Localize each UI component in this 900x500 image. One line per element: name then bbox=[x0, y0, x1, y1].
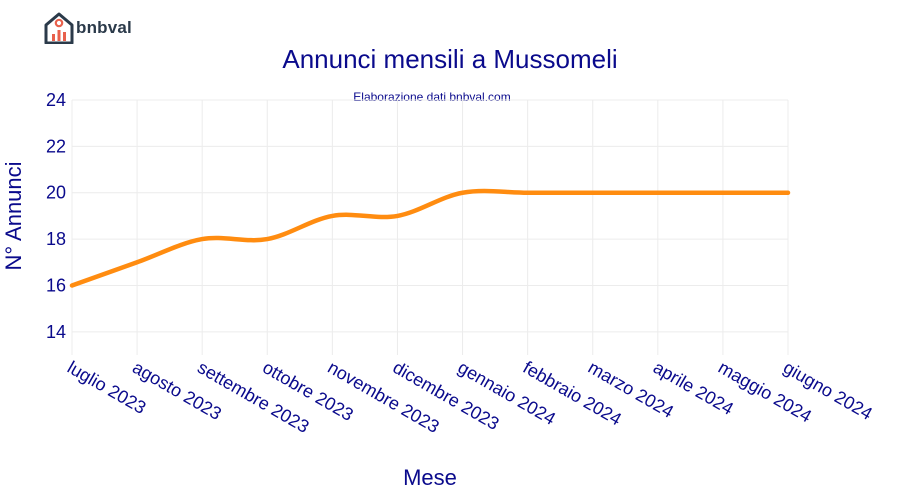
y-tick-label: 22 bbox=[46, 136, 66, 156]
y-tick-label: 16 bbox=[46, 275, 66, 295]
grid-lines bbox=[71, 99, 789, 355]
x-tick-label: novembre 2023 bbox=[324, 357, 442, 437]
brand-name: bnbval bbox=[76, 18, 132, 37]
house-chart-icon bbox=[44, 12, 74, 45]
y-tick-label: 24 bbox=[46, 90, 66, 110]
x-tick-label: settembre 2023 bbox=[194, 357, 312, 437]
y-tick-label: 18 bbox=[46, 229, 66, 249]
chart-title: Annunci mensili a Mussomeli bbox=[282, 44, 618, 74]
y-axis-title: N° Annunci bbox=[1, 161, 26, 270]
y-tick-label: 14 bbox=[46, 322, 66, 342]
y-tick-label: 20 bbox=[46, 183, 66, 203]
brand-logo: bnbval bbox=[44, 12, 154, 46]
series-line bbox=[69, 188, 791, 288]
x-axis-title: Mese bbox=[403, 465, 457, 490]
y-axis-ticks: 14 16 18 20 22 24 bbox=[46, 90, 66, 342]
series-group bbox=[69, 188, 791, 288]
